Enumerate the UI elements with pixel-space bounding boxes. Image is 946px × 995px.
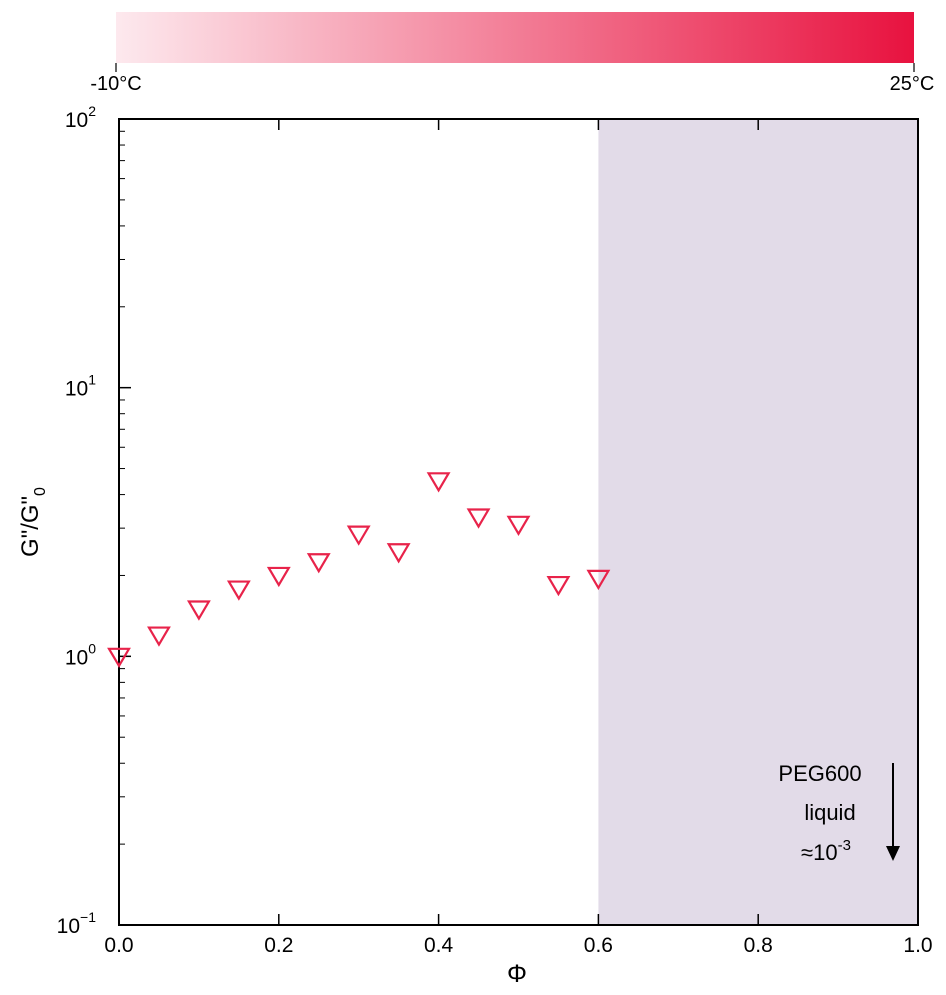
y-tick-label: 102 — [65, 103, 96, 132]
data-points — [107, 472, 611, 669]
annotation-line-1: PEG600 — [778, 761, 861, 786]
colorbar-max-label: 25°C — [890, 73, 935, 95]
y-axis-title-main: G"/G" — [17, 496, 44, 557]
y-tick-label: 100 — [65, 640, 96, 669]
y-tick-label-base: 10 — [65, 109, 88, 132]
plot-frame — [118, 118, 919, 926]
data-point — [306, 553, 331, 574]
annotation-line-2: liquid — [804, 800, 855, 825]
data-point — [546, 575, 571, 597]
y-axis-title: G"/G"0 — [17, 487, 49, 557]
annotation-arrow-head — [886, 846, 900, 861]
data-point — [346, 525, 371, 546]
annotation-line-3-prefix: ≈10 — [801, 840, 838, 865]
data-point — [186, 600, 211, 621]
data-point — [386, 543, 411, 564]
x-tick-labels: 0.0 0.2 0.4 0.6 0.8 1.0 — [104, 934, 932, 957]
data-point — [226, 580, 251, 601]
y-tick-label-exp: 2 — [88, 103, 96, 119]
x-tick-label: 0.2 — [264, 934, 293, 957]
axis-ticks — [118, 119, 919, 926]
data-point — [426, 472, 451, 493]
colorbar — [116, 12, 914, 63]
x-tick-label: 0.8 — [744, 934, 773, 957]
y-tick-label-base: 10 — [57, 915, 80, 938]
x-tick-label: 0.6 — [584, 934, 613, 957]
colorbar-min-label: -10°C — [90, 73, 141, 95]
x-tick-label: 1.0 — [903, 934, 932, 957]
y-tick-label: 101 — [65, 372, 96, 401]
data-point — [506, 515, 531, 536]
y-axis-title-sub: 0 — [32, 487, 49, 496]
y-tick-label-base: 10 — [65, 378, 88, 401]
y-tick-label-base: 10 — [65, 646, 88, 669]
y-tick-label-exp: −1 — [80, 909, 96, 925]
annotation-line-3-exp: -3 — [838, 837, 851, 854]
data-point — [586, 569, 611, 591]
x-tick-label: 0.0 — [104, 934, 133, 957]
annotation-line-3: ≈10-3 — [801, 837, 851, 865]
data-point — [147, 626, 171, 647]
y-tick-label-exp: 0 — [88, 640, 96, 656]
data-point — [466, 508, 491, 529]
y-tick-label-exp: 1 — [88, 372, 96, 388]
x-tick-label: 0.4 — [424, 934, 454, 957]
shaded-region — [598, 119, 918, 925]
y-tick-label: 10−1 — [57, 909, 97, 938]
x-axis-title: Φ — [507, 960, 527, 988]
data-point — [107, 647, 131, 669]
data-point — [266, 566, 291, 588]
